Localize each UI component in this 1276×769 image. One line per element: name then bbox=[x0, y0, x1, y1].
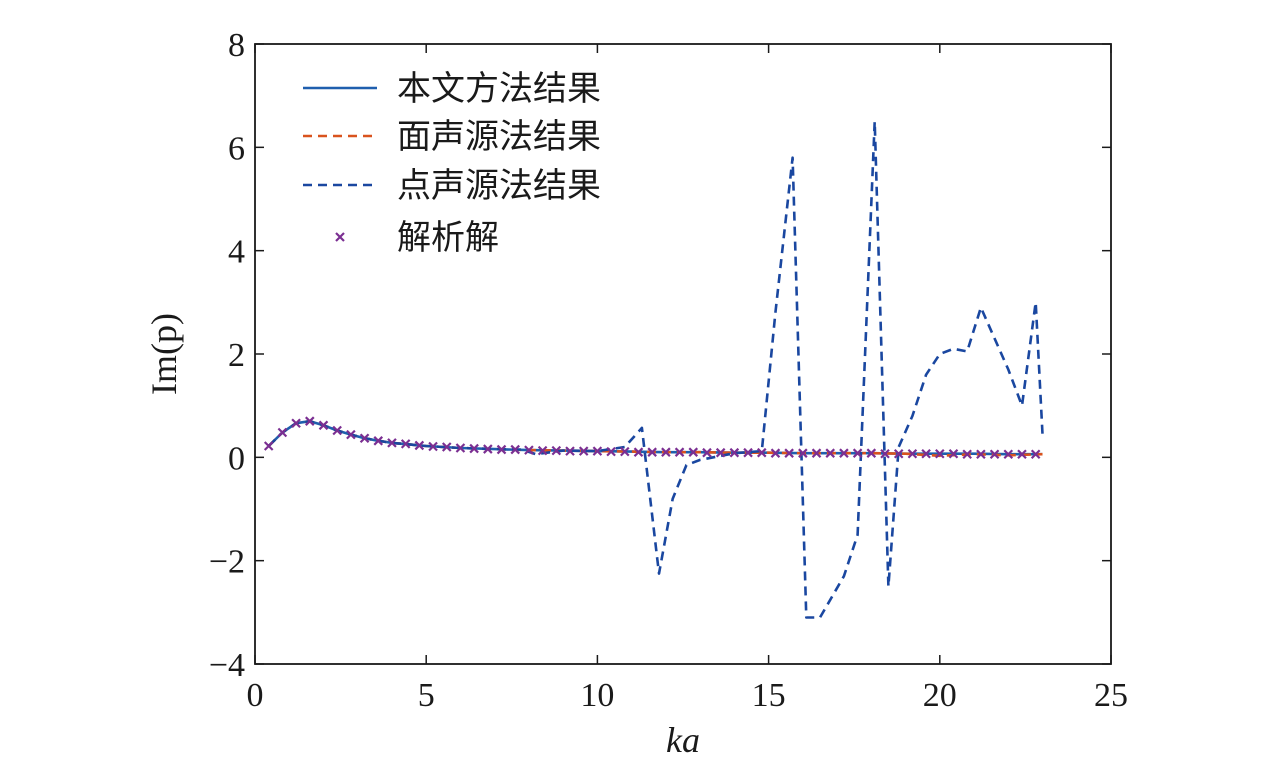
legend-item: 面声源法结果 bbox=[303, 118, 601, 156]
data-point-marker bbox=[729, 447, 740, 458]
legend-label: 解析解 bbox=[397, 219, 499, 257]
series-4 bbox=[263, 416, 1041, 460]
data-point-marker bbox=[1030, 449, 1041, 460]
data-point-marker bbox=[743, 447, 753, 458]
legend-label: 点声源法结果 bbox=[397, 167, 601, 205]
data-point-marker bbox=[674, 447, 685, 457]
legend-label: 面声源法结果 bbox=[397, 118, 601, 156]
data-point-marker bbox=[661, 447, 671, 457]
data-point-marker bbox=[825, 448, 836, 458]
series-layer bbox=[263, 120, 1044, 619]
data-point-marker bbox=[770, 448, 781, 458]
data-point-marker bbox=[346, 429, 356, 440]
legend-label: 本文方法结果 bbox=[397, 70, 601, 108]
data-point-marker bbox=[907, 448, 918, 459]
data-point-marker bbox=[277, 427, 288, 438]
data-point-marker bbox=[387, 438, 397, 448]
x-axis-label: ka bbox=[666, 720, 700, 760]
data-point-marker bbox=[305, 416, 315, 426]
data-point-marker bbox=[551, 445, 562, 456]
data-point-marker bbox=[798, 448, 808, 458]
y-tick-label: −2 bbox=[209, 544, 245, 581]
y-axis-label: Im(p) bbox=[144, 313, 184, 395]
data-point-marker bbox=[935, 448, 945, 459]
data-point-marker bbox=[620, 446, 630, 457]
y-tick-label: 0 bbox=[228, 440, 245, 477]
data-point-marker bbox=[524, 445, 534, 455]
data-point-marker bbox=[633, 447, 644, 457]
data-point-marker bbox=[592, 446, 603, 456]
data-point-marker bbox=[962, 449, 972, 460]
legend-swatch bbox=[335, 232, 345, 242]
legend-item: 解析解 bbox=[335, 219, 499, 257]
data-point-marker bbox=[784, 448, 794, 458]
data-point-marker bbox=[866, 448, 877, 458]
x-tick-label: 10 bbox=[580, 677, 614, 714]
data-point-marker bbox=[263, 441, 274, 451]
data-point-marker bbox=[455, 443, 466, 453]
data-point-marker bbox=[688, 447, 699, 457]
y-axis: −4 −2 0 2 4 6 8 bbox=[209, 27, 1111, 684]
series-line bbox=[267, 120, 1044, 619]
y-tick-label: 8 bbox=[228, 27, 245, 64]
data-point-marker bbox=[989, 449, 1000, 460]
plot-frame bbox=[254, 43, 1112, 665]
data-point-marker bbox=[537, 445, 548, 456]
data-point-marker bbox=[1003, 449, 1014, 460]
data-point-marker bbox=[510, 444, 521, 455]
y-tick-label: 2 bbox=[228, 337, 245, 374]
series-2 bbox=[267, 419, 1043, 458]
data-point-marker bbox=[852, 448, 863, 458]
x-axis: 0 5 10 15 20 25 bbox=[247, 44, 1128, 714]
data-point-marker bbox=[496, 444, 507, 455]
x-tick-label: 20 bbox=[923, 677, 957, 714]
data-point-marker bbox=[702, 447, 712, 458]
data-point-marker bbox=[976, 449, 986, 460]
data-point-marker bbox=[839, 448, 849, 458]
data-point-marker bbox=[400, 439, 411, 449]
data-point-marker bbox=[811, 448, 822, 458]
data-point-marker bbox=[880, 448, 890, 459]
data-point-marker bbox=[578, 446, 589, 456]
y-tick-label: 4 bbox=[228, 234, 245, 271]
x-tick-label: 0 bbox=[247, 677, 264, 714]
data-point-marker bbox=[291, 418, 301, 429]
data-point-marker bbox=[373, 436, 384, 446]
data-point-marker bbox=[318, 420, 329, 431]
data-point-marker bbox=[606, 446, 616, 457]
data-point-marker bbox=[948, 448, 959, 459]
data-point-marker bbox=[1017, 449, 1027, 460]
data-point-marker bbox=[359, 433, 370, 443]
x-tick-label: 25 bbox=[1094, 677, 1128, 714]
series-3 bbox=[267, 120, 1044, 619]
legend-item: 本文方法结果 bbox=[303, 70, 601, 108]
x-tick-label: 15 bbox=[752, 677, 786, 714]
data-point-marker bbox=[332, 425, 342, 436]
data-point-marker bbox=[893, 448, 904, 459]
data-point-marker bbox=[756, 447, 767, 458]
data-point-marker bbox=[921, 448, 931, 459]
data-point-marker bbox=[483, 444, 493, 454]
y-tick-label: 6 bbox=[228, 130, 245, 167]
data-point-marker bbox=[565, 446, 575, 456]
data-point-marker bbox=[414, 440, 425, 451]
legend-item: 点声源法结果 bbox=[303, 167, 601, 205]
data-point-marker bbox=[428, 441, 438, 452]
y-tick-label: −4 bbox=[209, 647, 245, 684]
data-point-marker bbox=[715, 447, 726, 458]
series-line bbox=[267, 419, 1043, 458]
x-tick-label: 5 bbox=[418, 677, 435, 714]
data-point-marker bbox=[441, 442, 452, 452]
data-point-marker bbox=[469, 443, 479, 454]
data-point-marker bbox=[647, 447, 657, 457]
